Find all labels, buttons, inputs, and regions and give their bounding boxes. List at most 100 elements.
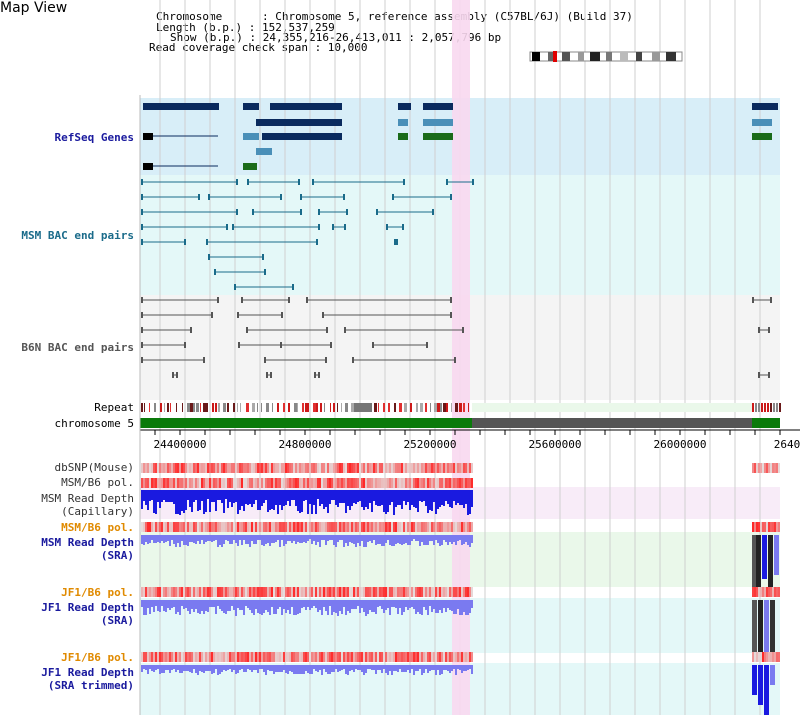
bac-end bbox=[238, 342, 240, 348]
msm-cap-depth bbox=[283, 490, 285, 506]
jf1-pol-cell bbox=[161, 587, 163, 597]
gene-exon bbox=[143, 133, 153, 140]
msm-sra-depth bbox=[157, 535, 159, 542]
repeat-element bbox=[354, 403, 372, 412]
msm-pol-cell bbox=[337, 478, 339, 488]
jf1-sra-depth bbox=[171, 600, 173, 608]
repeat-element bbox=[437, 403, 440, 412]
msm-pol-cell bbox=[173, 478, 175, 488]
track-label-jf1-b6-pol-2[interactable]: JF1/B6 pol. bbox=[61, 651, 134, 664]
b6n-bac-pairs[interactable] bbox=[141, 297, 772, 378]
msm-pol2-cell bbox=[207, 522, 209, 532]
jf1-trim-depth bbox=[243, 665, 245, 672]
msm-pol-cell bbox=[381, 478, 383, 488]
jf1-pol2-cell bbox=[243, 652, 245, 662]
dbsnp-cell bbox=[309, 463, 311, 473]
track-label-jf1-b6-pol-1[interactable]: JF1/B6 pol. bbox=[61, 586, 134, 599]
dbsnp-cell bbox=[367, 463, 369, 473]
chromosome-bar-assembled-2[interactable] bbox=[752, 418, 780, 428]
msm-sra-depth bbox=[431, 535, 433, 541]
msm-cap-depth bbox=[255, 490, 257, 500]
track-label-jf1-depth-trim-1[interactable]: JF1 Read Depth bbox=[41, 666, 134, 679]
track-label-b6n-bac[interactable]: B6N BAC end pairs bbox=[21, 341, 134, 354]
jf1-sra-depth bbox=[411, 600, 413, 607]
track-label-msm-b6-pol-2[interactable]: MSM/B6 pol. bbox=[61, 521, 134, 534]
track-label-msm-b6-pol-1[interactable]: MSM/B6 pol. bbox=[61, 476, 134, 489]
jf1-pol-cell bbox=[227, 587, 229, 597]
track-label-msm-bac[interactable]: MSM BAC end pairs bbox=[21, 229, 134, 242]
jf1-pol2-cell bbox=[197, 652, 199, 662]
jf1-pol-cell bbox=[443, 587, 445, 597]
msm-pol2-cell bbox=[159, 522, 161, 532]
msm-pol2-cell bbox=[439, 522, 441, 532]
jf1-pol2-cell bbox=[465, 652, 467, 662]
dbsnp-cell bbox=[231, 463, 233, 473]
track-label-repeat[interactable]: Repeat bbox=[94, 401, 134, 414]
msm-cap-depth bbox=[179, 490, 181, 515]
jf1-trim-depth bbox=[351, 665, 353, 670]
jf1-pol2-cell bbox=[305, 652, 307, 662]
refseq-genes[interactable] bbox=[143, 103, 778, 170]
jf1-pol-cell bbox=[752, 587, 754, 597]
dbsnp-cell bbox=[425, 463, 427, 473]
msm-pol-cell bbox=[201, 478, 203, 488]
dbsnp-cell bbox=[327, 463, 329, 473]
bac-end bbox=[432, 209, 434, 215]
msm-pol-cell bbox=[257, 478, 259, 488]
track-label-dbsnp[interactable]: dbSNP(Mouse) bbox=[54, 461, 134, 474]
jf1-pol-cell bbox=[441, 587, 443, 597]
msm-sra-depth bbox=[361, 535, 363, 541]
chromosome-ideogram[interactable] bbox=[529, 51, 683, 62]
jf1-pol2-cell bbox=[255, 652, 257, 662]
jf1-pol-cell bbox=[421, 587, 423, 597]
jf1-trim-depth bbox=[197, 665, 199, 675]
jf1-sra-depth bbox=[347, 600, 349, 611]
msm-pol2-cell bbox=[195, 522, 197, 532]
jf1-trim-depth bbox=[355, 665, 357, 669]
jf1-sra-depth bbox=[219, 600, 221, 609]
repeat-element bbox=[341, 403, 342, 412]
jf1-sra-depth bbox=[237, 600, 239, 608]
msm-bac-pairs[interactable] bbox=[141, 179, 474, 290]
repeat-element bbox=[266, 403, 269, 412]
msm-pol2-cell bbox=[363, 522, 365, 532]
jf1-sra-depth bbox=[215, 600, 217, 614]
track-label-msm-depth-sra-1[interactable]: MSM Read Depth bbox=[41, 536, 134, 549]
msm-pol-cell bbox=[457, 478, 459, 488]
msm-sra-depth bbox=[249, 535, 251, 547]
jf1-pol2-cell bbox=[177, 652, 179, 662]
msm-pol2-cell bbox=[766, 522, 768, 532]
jf1-trim-depth bbox=[191, 665, 193, 673]
jf1-sra-depth bbox=[153, 600, 155, 612]
jf1-trim-depth bbox=[399, 665, 401, 669]
dbsnp-cell bbox=[205, 463, 207, 473]
msm-pol2-cell bbox=[465, 522, 467, 532]
msm-pol2-cell bbox=[265, 522, 267, 532]
msm-pol2-cell bbox=[197, 522, 199, 532]
jf1-pol-cell bbox=[379, 587, 381, 597]
jf1-pol-cell bbox=[183, 587, 185, 597]
track-label-msm-depth-cap-1[interactable]: MSM Read Depth bbox=[41, 492, 134, 505]
jf1-sra-depth bbox=[401, 600, 403, 615]
chromosome-bar-gap[interactable] bbox=[472, 418, 752, 428]
heat-tracks[interactable] bbox=[141, 463, 780, 662]
track-label-chromosome[interactable]: chromosome 5 bbox=[54, 417, 134, 430]
jf1-pol-cell bbox=[197, 587, 199, 597]
msm-pol2-cell bbox=[361, 522, 363, 532]
msm-pol2-cell bbox=[469, 522, 471, 532]
repeat-track[interactable] bbox=[141, 403, 781, 412]
msm-pol2-cell bbox=[279, 522, 281, 532]
track-label-jf1-depth-sra-1[interactable]: JF1 Read Depth bbox=[41, 601, 134, 614]
dbsnp-cell bbox=[171, 463, 173, 473]
msm-pol2-cell bbox=[367, 522, 369, 532]
chromosome-bar-assembled[interactable] bbox=[140, 418, 472, 428]
dbsnp-cell bbox=[167, 463, 169, 473]
track-label-refseq[interactable]: RefSeq Genes bbox=[54, 131, 134, 144]
depth-tracks[interactable] bbox=[141, 490, 779, 715]
bac-end bbox=[184, 342, 186, 348]
jf1-pol2-cell bbox=[295, 652, 297, 662]
jf1-pol-cell bbox=[181, 587, 183, 597]
jf1-sra-depth bbox=[469, 600, 471, 613]
jf1-pol-cell bbox=[191, 587, 193, 597]
